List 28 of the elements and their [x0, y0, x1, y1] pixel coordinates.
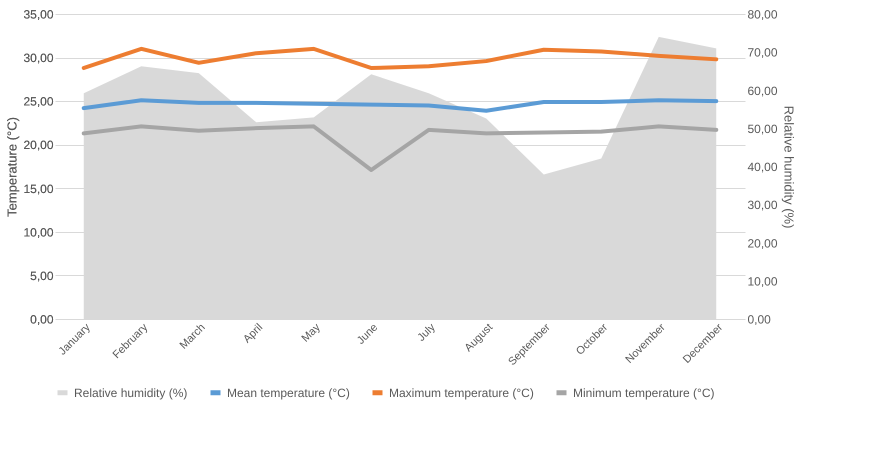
legend-label: Minimum temperature (°C): [573, 386, 714, 400]
y-axis-title: Temperature (°C): [4, 117, 20, 217]
legend-label: Maximum temperature (°C): [389, 386, 534, 400]
line-series: [82, 98, 718, 113]
y-tick-label: 35,00: [23, 8, 54, 22]
y2-tick-label: 30,00: [748, 198, 778, 212]
line-series: [82, 124, 718, 172]
x-tick-label: July: [415, 321, 438, 344]
legend-label: Relative humidity (%): [74, 386, 188, 400]
legend-label: Mean temperature (°C): [227, 386, 350, 400]
y-tick-label: 5,00: [30, 268, 54, 283]
y2-tick-label: 40,00: [748, 160, 778, 174]
y2-tick-label: 70,00: [748, 46, 778, 60]
y2-tick-label: 0,00: [748, 312, 772, 326]
y2-axis-title: Relative humidity (%): [782, 106, 797, 228]
x-tick-label: May: [300, 321, 324, 345]
y2-tick-label: 80,00: [748, 8, 778, 22]
y2-tick-label: 20,00: [748, 236, 778, 250]
y-tick-label: 25,00: [23, 94, 54, 109]
y-tick-label: 30,00: [23, 51, 54, 66]
y2-tick-label: 10,00: [748, 274, 778, 288]
y-tick-label: 15,00: [23, 182, 54, 196]
line-series: [82, 46, 718, 70]
y-tick-label: 0,00: [30, 312, 54, 326]
y-tick-label: 20,00: [23, 138, 54, 152]
y2-tick-label: 60,00: [748, 84, 778, 98]
y2-tick-label: 50,00: [748, 122, 778, 136]
y-tick-label: 10,00: [23, 225, 54, 240]
